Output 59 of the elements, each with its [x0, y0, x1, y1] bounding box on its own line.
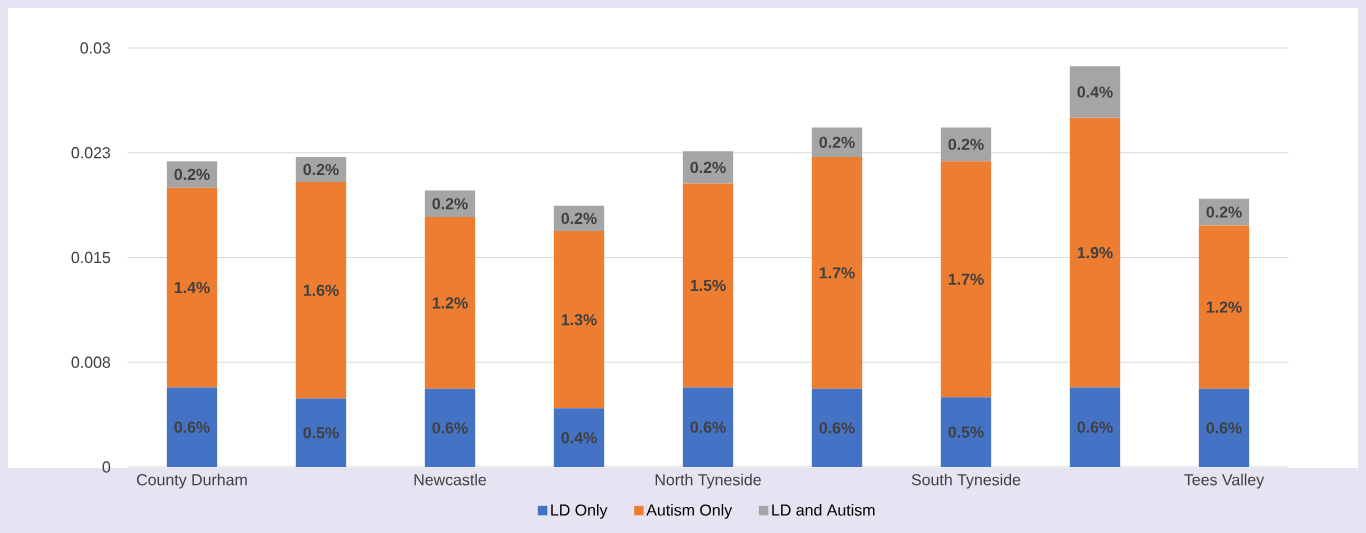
data-label: 0.6%: [690, 421, 726, 433]
data-label: 1.7%: [948, 273, 984, 285]
bar: [295, 182, 347, 399]
bar: [1069, 117, 1121, 388]
x-tick-label: Newcastle: [414, 473, 487, 486]
data-label: 0.2%: [1206, 206, 1242, 218]
bar: [1069, 66, 1121, 118]
data-label: 0.6%: [1206, 422, 1242, 434]
data-label: 1.5%: [690, 279, 726, 292]
bar: [295, 398, 347, 467]
bar: [553, 408, 605, 467]
data-label: 0.4%: [1077, 86, 1113, 98]
data-label: 0.2%: [690, 161, 726, 174]
bar: [811, 388, 863, 467]
y-tick-label: 0.03: [80, 42, 111, 54]
bar: [682, 387, 734, 467]
data-label: 0.6%: [432, 422, 468, 434]
bar: [1198, 388, 1250, 467]
x-tick-label: County Durham: [137, 473, 247, 489]
data-label: 1.9%: [1077, 246, 1113, 259]
bar: [940, 397, 992, 467]
x-tick-label: South Tyneside: [911, 473, 1021, 489]
data-label: 0.2%: [174, 168, 210, 181]
data-label: 1.3%: [561, 314, 597, 326]
bar: [682, 183, 734, 388]
bar: [1069, 387, 1121, 467]
bar: [424, 388, 476, 467]
data-label: 1.4%: [174, 281, 210, 294]
data-label: 0.2%: [303, 163, 339, 176]
data-label: 0.2%: [819, 136, 855, 148]
y-tick-label: 0.023: [71, 147, 111, 159]
data-label: 0.2%: [561, 212, 597, 225]
y-tick-label: 0: [102, 461, 111, 473]
data-label: 1.2%: [1206, 301, 1242, 313]
legend-label: LD and Autism: [772, 504, 875, 516]
y-tick-label: 0.015: [71, 251, 111, 264]
y-tick-label: 0.008: [71, 356, 111, 368]
data-label: 0.5%: [303, 427, 339, 439]
bar: [166, 187, 218, 388]
data-label: 0.6%: [1077, 421, 1113, 433]
data-label: 1.2%: [432, 297, 468, 309]
bar: [166, 387, 218, 467]
bar: [424, 216, 476, 389]
bar: [553, 230, 605, 409]
data-label: 0.6%: [174, 421, 210, 433]
data-label: 1.6%: [303, 284, 339, 296]
bar: [1198, 225, 1250, 389]
data-label: 0.2%: [432, 198, 468, 210]
data-label: 0.6%: [819, 422, 855, 434]
x-tick-label: Tees Valley: [1184, 473, 1265, 489]
x-tick-label: North Tyneside: [655, 473, 761, 489]
legend-label: Autism Only: [646, 504, 733, 519]
data-label: 1.7%: [819, 267, 855, 279]
bar: [811, 156, 863, 389]
data-label: 0.5%: [948, 426, 984, 438]
data-label: 0.2%: [948, 138, 984, 150]
data-label: 0.4%: [561, 432, 597, 444]
legend-label: LD Only: [551, 504, 608, 519]
bar: [940, 161, 992, 398]
